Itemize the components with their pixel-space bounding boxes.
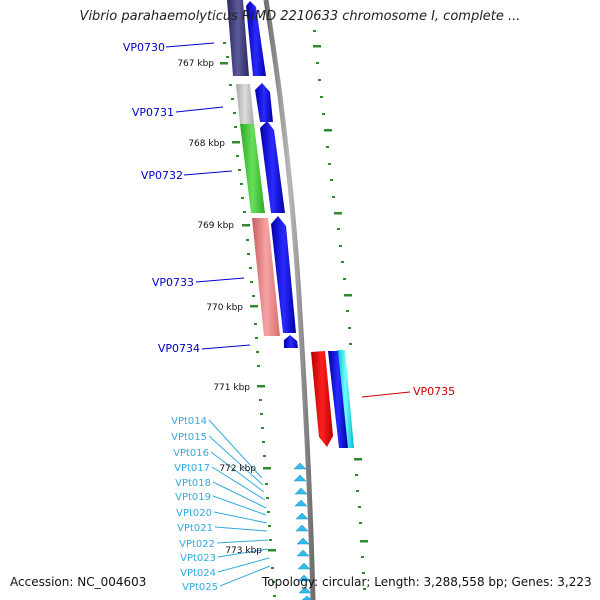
accession-text: Accession: NC_004603 xyxy=(10,575,147,589)
gene-VP0735-arrow-outer xyxy=(328,351,348,448)
gene-label-VP0734[interactable]: VP0734 xyxy=(158,342,200,355)
trna-marker[interactable] xyxy=(294,487,308,495)
trna-label[interactable]: VPt018 xyxy=(175,478,211,489)
outer-scale-ticks xyxy=(313,30,368,590)
trna-label[interactable]: VPt017 xyxy=(174,463,210,474)
trna-marker[interactable] xyxy=(297,574,311,582)
trna-marker[interactable] xyxy=(296,537,310,545)
gene-VP0730-arrow[interactable] xyxy=(246,1,266,76)
chromosome-backbone xyxy=(263,0,316,600)
trna-labels: VPt014 VPt015 VPt016 VPt017 VPt018 VPt01… xyxy=(171,416,218,593)
scale-label: 771 kbp xyxy=(213,383,250,393)
trna-label[interactable]: VPt022 xyxy=(179,539,215,550)
inner-scale-ticks xyxy=(223,42,276,597)
gene-labels: VP0730 VP0731 VP0732 VP0733 VP0734 VP073… xyxy=(123,41,455,398)
scale-label: 773 kbp xyxy=(225,546,262,556)
gene-VP0731-category[interactable] xyxy=(236,84,254,124)
trna-label[interactable]: VPt023 xyxy=(180,553,216,564)
gene-VP0735-category[interactable] xyxy=(337,350,354,448)
trna-marker[interactable] xyxy=(295,524,309,532)
gene-label-VP0733[interactable]: VP0733 xyxy=(152,276,194,289)
trna-marker[interactable] xyxy=(295,512,309,520)
trna-label[interactable]: VPt020 xyxy=(176,508,212,519)
trna-marker[interactable] xyxy=(301,595,313,600)
genome-summary-text: Topology: circular; Length: 3,288,558 bp… xyxy=(262,575,592,589)
gene-VP0732-arrow[interactable] xyxy=(260,121,285,213)
gene-VP0732-category[interactable] xyxy=(240,124,265,213)
gene-VP0731-arrow[interactable] xyxy=(255,83,273,122)
trna-label[interactable]: VPt025 xyxy=(182,582,218,593)
trna-leader-lines xyxy=(208,419,271,587)
cog-category-track xyxy=(227,0,354,448)
gene-VP0733-arrow[interactable] xyxy=(271,216,296,333)
gene-leader-lines xyxy=(165,42,411,398)
gene-label-VP0730[interactable]: VP0730 xyxy=(123,41,165,54)
gene-label-VP0735[interactable]: VP0735 xyxy=(413,385,455,398)
gene-VP0733-category[interactable] xyxy=(252,218,280,336)
trna-marker[interactable] xyxy=(293,462,307,470)
scale-label: 768 kbp xyxy=(188,139,225,149)
trna-label[interactable]: VPt016 xyxy=(173,448,209,459)
scale-labels: 767 kbp 768 kbp 769 kbp 770 kbp 771 kbp … xyxy=(177,59,262,556)
gene-VP0735-arrow[interactable] xyxy=(311,351,333,447)
trna-label[interactable]: VPt021 xyxy=(177,523,213,534)
trna-label[interactable]: VPt024 xyxy=(180,568,216,579)
gene-label-VP0732[interactable]: VP0732 xyxy=(141,169,183,182)
scale-label: 767 kbp xyxy=(177,59,214,69)
scale-label: 770 kbp xyxy=(206,303,243,313)
trna-label[interactable]: VPt019 xyxy=(175,492,211,503)
scale-label: 769 kbp xyxy=(197,221,234,231)
gene-VP0734-arrow[interactable] xyxy=(284,335,298,348)
trna-track xyxy=(293,462,313,600)
trna-marker[interactable] xyxy=(297,562,311,570)
trna-marker[interactable] xyxy=(298,586,312,594)
gene-VP0730-category[interactable] xyxy=(227,0,249,76)
cds-track xyxy=(246,1,348,448)
scale-label: 772 kbp xyxy=(219,464,256,474)
trna-marker[interactable] xyxy=(293,474,307,482)
gene-label-VP0731[interactable]: VP0731 xyxy=(132,106,174,119)
major-scale-ticks xyxy=(220,62,276,552)
trna-label[interactable]: VPt015 xyxy=(171,432,207,443)
trna-marker[interactable] xyxy=(296,549,310,557)
map-title: Vibrio parahaemolyticus RIMD 2210633 chr… xyxy=(79,9,521,24)
trna-label[interactable]: VPt014 xyxy=(171,416,207,427)
trna-marker[interactable] xyxy=(294,499,308,507)
